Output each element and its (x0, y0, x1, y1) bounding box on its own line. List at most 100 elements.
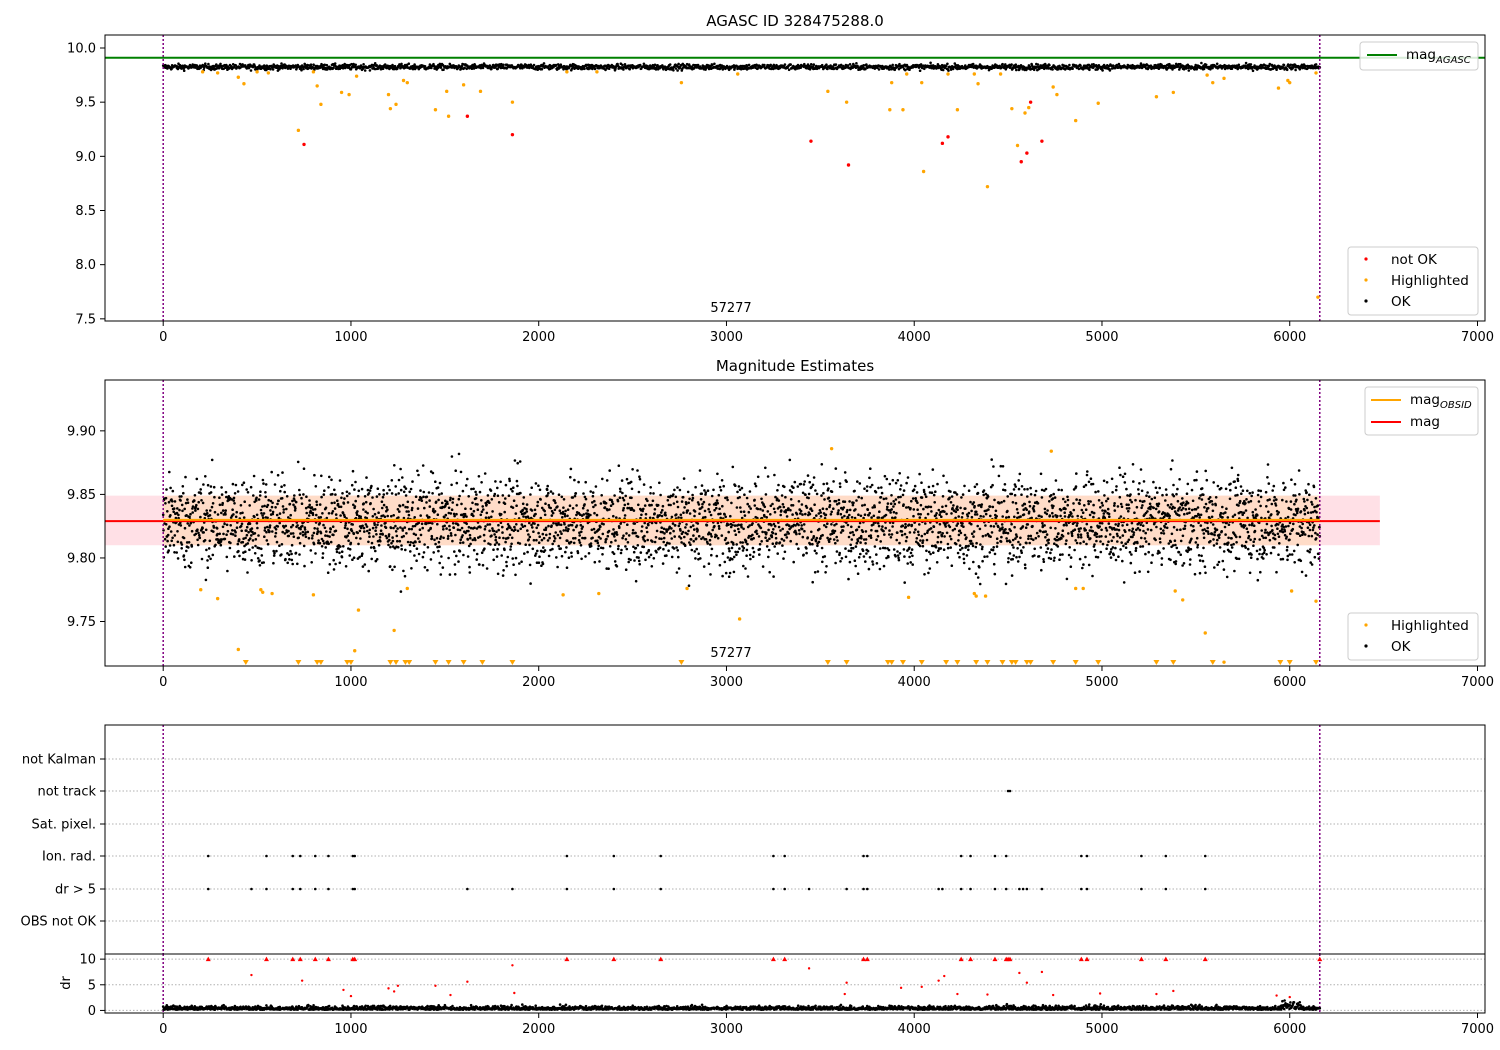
ok-point (395, 534, 399, 538)
ok-point (414, 495, 418, 499)
ok-point (789, 508, 792, 512)
ok-point (817, 540, 821, 544)
ok-point (320, 495, 323, 499)
ok-point (782, 539, 786, 542)
ok-point (457, 497, 461, 501)
ok-point (721, 574, 724, 578)
ok-point (813, 571, 817, 574)
ok-point (1243, 64, 1247, 67)
ok-point (624, 538, 628, 541)
ok-point (643, 521, 646, 525)
ok-point (504, 483, 508, 487)
ok-point (677, 516, 680, 519)
ok-point (312, 508, 315, 511)
ok-point (396, 545, 400, 549)
ok-point (180, 543, 184, 546)
ok-point (227, 495, 231, 498)
ok-point (684, 526, 687, 529)
ok-point (697, 503, 701, 506)
ok-point (207, 547, 211, 550)
ok-point (667, 549, 670, 552)
ok-point (439, 573, 443, 576)
ok-point (176, 507, 179, 510)
ok-point (841, 529, 845, 532)
ok-point (183, 507, 186, 511)
ok-point (703, 489, 706, 492)
ok-point (493, 543, 497, 546)
ok-point (363, 563, 367, 566)
ok-point (751, 522, 754, 525)
ok-point (530, 523, 533, 527)
ok-point (420, 499, 424, 503)
ok-point (929, 61, 932, 65)
ok-point (366, 488, 370, 492)
ok-point (574, 536, 577, 540)
ok-point (718, 485, 722, 489)
ok-point (622, 68, 625, 71)
ok-point (169, 486, 172, 490)
ok-point (559, 530, 562, 533)
ok-point (472, 487, 475, 491)
ok-point (472, 514, 475, 518)
ok-point (544, 502, 547, 506)
ok-point (356, 494, 360, 498)
ok-point (334, 529, 338, 533)
ok-point (682, 511, 685, 514)
ok-point (232, 499, 235, 502)
ok-point (443, 524, 447, 528)
ok-point (417, 552, 421, 556)
ok-point (503, 502, 507, 506)
ok-point (221, 509, 225, 512)
ok-point (461, 489, 465, 493)
ok-point (616, 547, 620, 551)
ok-point (1111, 64, 1115, 67)
ok-point (848, 508, 852, 512)
ok-point (844, 555, 848, 559)
ok-point (189, 512, 192, 516)
ok-point (467, 525, 471, 529)
ok-point (591, 494, 595, 498)
ok-point (180, 495, 183, 498)
ok-point (567, 527, 570, 531)
ok-point (850, 516, 854, 519)
ok-point (564, 526, 568, 529)
ok-point (782, 505, 786, 509)
ok-point (319, 531, 323, 535)
ok-point (777, 499, 781, 502)
ok-point (621, 496, 625, 500)
ok-point (447, 506, 451, 510)
ok-point (325, 516, 329, 520)
ok-point (283, 532, 287, 535)
ok-point (1187, 69, 1191, 72)
ok-point (533, 522, 536, 525)
ok-point (389, 545, 392, 549)
ok-point (891, 478, 895, 482)
ok-point (805, 551, 808, 555)
ok-point (511, 557, 514, 560)
ok-point (177, 513, 180, 517)
ok-point (287, 516, 290, 519)
ok-point (262, 561, 266, 564)
ok-point (793, 480, 797, 484)
ok-point (458, 494, 461, 498)
ok-point (183, 558, 186, 562)
ok-point (796, 485, 800, 488)
ok-point (467, 529, 470, 533)
ok-point (610, 540, 613, 544)
ok-point (742, 564, 745, 568)
ok-point (302, 493, 305, 496)
ok-point (584, 480, 587, 484)
ok-point (591, 491, 595, 494)
ok-point (773, 510, 777, 514)
ok-point (759, 507, 762, 511)
ok-point (822, 491, 825, 495)
ok-point (343, 515, 347, 518)
ok-point (390, 492, 394, 495)
ok-point (226, 569, 229, 573)
ok-point (839, 531, 843, 534)
ok-point (543, 549, 547, 552)
highlighted-point (901, 108, 905, 112)
ok-point (485, 503, 488, 506)
ok-point (576, 551, 580, 555)
ok-point (800, 527, 804, 531)
